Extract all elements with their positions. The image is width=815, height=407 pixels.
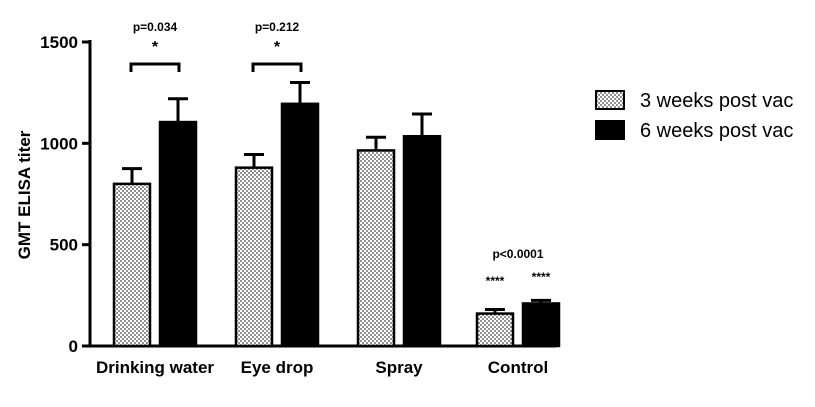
legend-swatch bbox=[595, 120, 625, 140]
legend: 3 weeks post vac 6 weeks post vac bbox=[595, 90, 793, 142]
y-axis-label: GMT ELISA titer bbox=[15, 130, 34, 259]
y-tick-label: 1500 bbox=[40, 33, 78, 52]
legend-swatch bbox=[595, 90, 625, 110]
bar bbox=[234, 166, 274, 348]
x-tick-label: Control bbox=[488, 358, 548, 377]
y-tick-label: 1000 bbox=[40, 134, 78, 153]
bar bbox=[402, 134, 442, 348]
significance-stars: * bbox=[274, 39, 281, 56]
bar bbox=[112, 182, 152, 348]
x-tick-label: Drinking water bbox=[96, 358, 214, 377]
x-tick-label: Eye drop bbox=[241, 358, 314, 377]
bar bbox=[475, 312, 515, 348]
bar bbox=[356, 149, 396, 348]
y-tick-label: 0 bbox=[69, 337, 78, 356]
bars bbox=[112, 81, 561, 348]
significance-stars: **** bbox=[532, 270, 551, 284]
legend-label: 6 weeks post vac bbox=[640, 120, 793, 142]
bar bbox=[521, 302, 561, 348]
significance-stars: **** bbox=[486, 274, 505, 288]
p-value-label: p=0.034 bbox=[133, 20, 178, 34]
bar bbox=[158, 120, 198, 348]
x-tick-label: Spray bbox=[375, 358, 423, 377]
y-tick-label: 500 bbox=[50, 236, 78, 255]
significance-bracket bbox=[251, 62, 303, 72]
legend-label: 3 weeks post vac bbox=[640, 90, 793, 112]
bar bbox=[280, 102, 320, 348]
significance-stars: * bbox=[152, 39, 159, 56]
p-value-label: p=0.212 bbox=[255, 20, 300, 34]
p-value-label: p<0.0001 bbox=[492, 247, 543, 261]
annotations: p=0.034 * p=0.212 * p<0.0001 **** **** bbox=[129, 20, 551, 288]
significance-bracket bbox=[129, 62, 181, 72]
